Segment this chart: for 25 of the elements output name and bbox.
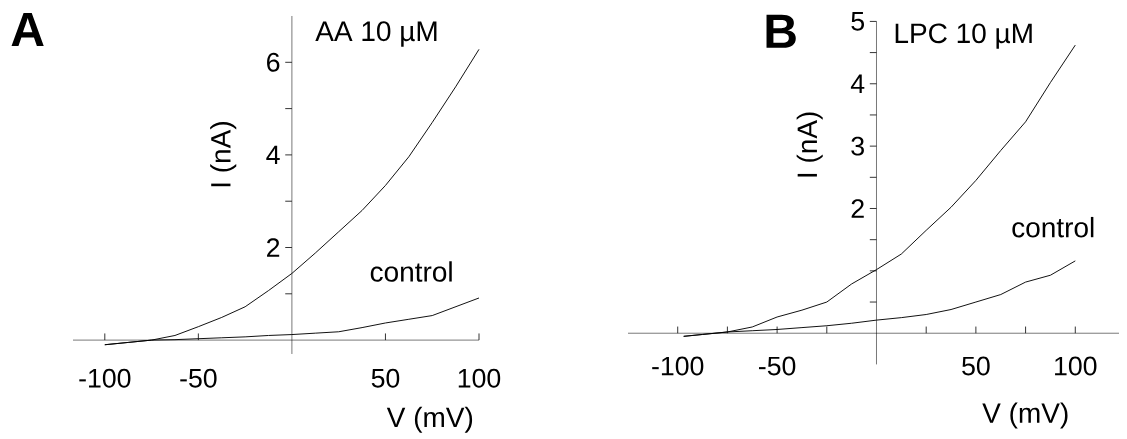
x-tick-label: -50 [759,356,796,376]
x-tick-label: -50 [180,368,217,388]
x-tick-label: 100 [458,368,501,388]
x-tick-label: -100 [652,356,704,376]
y-axis-title: I (nA) [796,112,823,177]
y-tick-label: 2 [851,199,864,218]
annotation: B [766,14,796,48]
text: A [11,12,44,46]
x-axis-title: V (mV) [982,402,1068,429]
y-tick-label: 4 [850,74,865,93]
y-tick-label: 3 [851,136,864,156]
annotation: control [370,261,452,282]
x-tick-label: 50 [962,356,990,376]
y-tick-label: 6 [267,52,280,72]
y-tick-label: 4 [266,145,280,165]
y-tick-label: 2 [267,238,280,257]
chart-title: AA 10 µM [315,21,437,47]
chart-title: LPC 10 µM [895,23,1032,49]
annotation: control [1012,216,1094,238]
x-tick-label: 100 [1055,356,1097,376]
x-axis-title: V (mV) [386,406,473,433]
x-tick-label: 50 [371,368,400,388]
y-tick-label: 5 [851,12,864,31]
y-axis-title: I (nA) [210,122,237,187]
x-tick-label: -100 [79,368,131,388]
